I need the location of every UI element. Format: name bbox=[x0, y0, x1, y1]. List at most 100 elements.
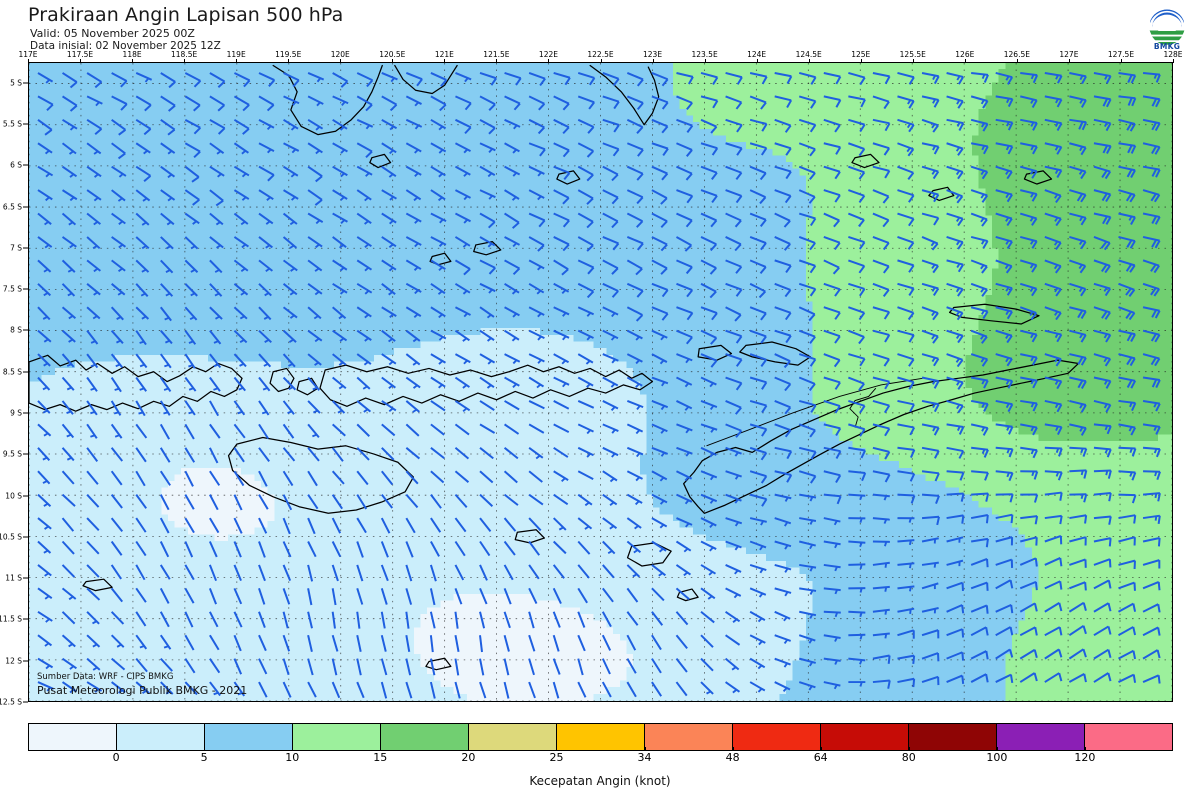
wind-barb bbox=[749, 423, 768, 437]
wind-barb bbox=[1044, 189, 1062, 204]
wind-barb bbox=[725, 353, 743, 367]
wind-barb bbox=[848, 399, 866, 414]
wind-barb bbox=[61, 447, 75, 462]
wind-barb bbox=[676, 493, 693, 505]
lon-tick-mark bbox=[288, 59, 290, 63]
wind-barb bbox=[553, 118, 570, 135]
wind-barb bbox=[504, 142, 520, 154]
wind-barb bbox=[1093, 71, 1112, 84]
wind-barb bbox=[921, 493, 940, 504]
wind-barb bbox=[946, 165, 964, 180]
wind-barb bbox=[454, 470, 470, 483]
wind-barb bbox=[553, 329, 570, 341]
wind-barb bbox=[946, 95, 964, 109]
wind-barb bbox=[504, 95, 521, 111]
wind-barb bbox=[921, 259, 939, 274]
wind-barb bbox=[184, 423, 195, 440]
wind-barb bbox=[921, 189, 940, 203]
wind-barb bbox=[1118, 423, 1137, 436]
wind-barb bbox=[61, 306, 77, 320]
wind-barb bbox=[479, 353, 496, 365]
wind-barb bbox=[1020, 515, 1039, 525]
wind-barb bbox=[1019, 306, 1038, 321]
wind-barb bbox=[1044, 353, 1062, 367]
lat-tick-mark bbox=[23, 123, 28, 125]
wind-barb bbox=[208, 494, 219, 511]
wind-barb bbox=[921, 582, 939, 590]
wind-barb bbox=[552, 611, 561, 628]
wind-barb bbox=[1069, 353, 1087, 366]
wind-barb bbox=[233, 541, 242, 558]
wind-barb bbox=[528, 658, 535, 676]
wind-barb bbox=[135, 330, 147, 346]
wind-barb bbox=[454, 142, 471, 154]
wind-barb bbox=[381, 95, 398, 112]
wind-barb bbox=[1093, 236, 1111, 251]
wind-barb bbox=[725, 72, 743, 85]
wind-barb bbox=[37, 681, 54, 692]
wind-barb bbox=[970, 399, 989, 412]
wind-barb bbox=[209, 259, 223, 274]
wind-barb bbox=[184, 447, 196, 463]
wind-barb bbox=[798, 329, 816, 344]
wind-barb bbox=[995, 189, 1013, 203]
wind-barb bbox=[1069, 399, 1087, 413]
wind-barb bbox=[233, 165, 250, 178]
wind-barb bbox=[37, 353, 51, 367]
wind-barb bbox=[1069, 376, 1087, 389]
colorbar-tick-mark bbox=[908, 747, 910, 751]
map-panel[interactable]: Sumber Data: WRF - CIPS BMKG Pusat Meteo… bbox=[28, 62, 1173, 702]
wind-barb bbox=[823, 212, 841, 228]
wind-barb bbox=[798, 165, 816, 181]
wind-barb bbox=[86, 118, 103, 136]
wind-barb bbox=[626, 634, 637, 651]
wind-barb bbox=[921, 399, 940, 413]
wind-barb bbox=[626, 611, 639, 626]
wind-barb bbox=[921, 282, 940, 297]
wind-barb bbox=[897, 654, 916, 665]
wind-barb bbox=[848, 189, 866, 204]
wind-barb bbox=[626, 306, 644, 322]
wind-barb bbox=[651, 587, 665, 602]
wind-barb bbox=[995, 95, 1014, 108]
wind-barb bbox=[1069, 118, 1088, 131]
wind-barb bbox=[233, 189, 250, 201]
wind-barb bbox=[823, 236, 841, 251]
wind-barb bbox=[1069, 282, 1087, 297]
wind-barb bbox=[1118, 95, 1137, 107]
wind-barb bbox=[749, 329, 767, 344]
wind-barb bbox=[1020, 423, 1038, 436]
lon-tick-label: 125.5E bbox=[900, 50, 926, 59]
wind-barb bbox=[258, 165, 275, 182]
wind-barb bbox=[135, 587, 147, 603]
wind-barb bbox=[1020, 536, 1038, 546]
wind-barb bbox=[725, 329, 743, 344]
wind-barb bbox=[111, 236, 127, 249]
wind-barb bbox=[160, 119, 176, 136]
wind-barb bbox=[872, 493, 890, 501]
wind-barb bbox=[552, 540, 567, 555]
wind-barb bbox=[749, 446, 768, 461]
wind-barb bbox=[1020, 329, 1038, 343]
colorbar-tick-label: 64 bbox=[814, 751, 828, 764]
wind-barb bbox=[430, 118, 447, 131]
wind-barb bbox=[700, 282, 717, 299]
wind-barb bbox=[61, 657, 77, 670]
wind-barb bbox=[626, 212, 644, 228]
wind-barb bbox=[1020, 235, 1038, 249]
wind-barb bbox=[307, 95, 324, 107]
wind-barb bbox=[798, 399, 817, 413]
wind-barb bbox=[504, 306, 520, 318]
wind-barb bbox=[135, 564, 146, 581]
lon-tick-label: 123.5E bbox=[691, 50, 717, 59]
wind-barb bbox=[774, 470, 793, 483]
wind-barb bbox=[528, 564, 540, 580]
wind-barb bbox=[602, 329, 619, 341]
wind-barb bbox=[700, 634, 714, 648]
wind-barb bbox=[970, 189, 989, 203]
wind-barb bbox=[970, 514, 989, 524]
wind-barb bbox=[921, 561, 939, 568]
colorbar-caption: Kecepatan Angin (knot) bbox=[0, 774, 1200, 788]
wind-barb bbox=[258, 611, 266, 628]
wind-barb bbox=[209, 681, 221, 697]
